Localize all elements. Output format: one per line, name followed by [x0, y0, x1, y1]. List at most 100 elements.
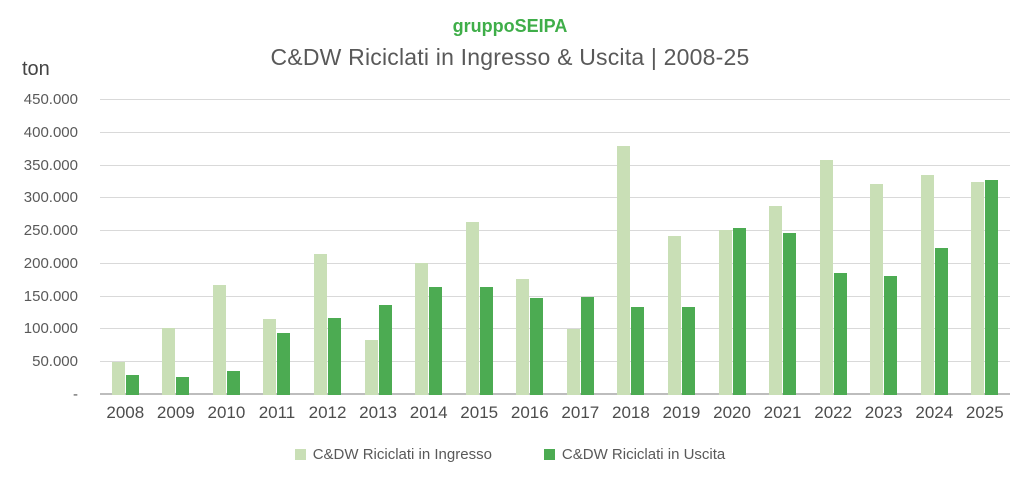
bar-group-2021	[757, 100, 808, 395]
brand-title: gruppoSEIPA	[452, 16, 568, 36]
bar-group-2019	[656, 100, 707, 395]
gridline	[100, 361, 1010, 363]
bar	[176, 376, 190, 395]
bar-group-2020	[707, 100, 758, 395]
bar-group-2016	[505, 100, 556, 395]
bar	[631, 306, 645, 395]
gridline	[100, 393, 1010, 395]
y-tick-label: 200.000	[23, 254, 78, 272]
x-tick-label: 2016	[510, 403, 549, 422]
bar-group-2025	[960, 100, 1011, 395]
bar	[617, 145, 631, 395]
y-tick-label: 50.000	[32, 353, 78, 371]
gridline	[100, 197, 1010, 199]
bar-group-2017	[555, 100, 606, 395]
bar-group-2014	[403, 100, 454, 395]
x-tick-label: 2021	[763, 403, 802, 422]
x-tick-label: 2015	[460, 403, 499, 422]
bar	[732, 227, 746, 395]
bar	[314, 254, 328, 395]
y-tick-label: 400.000	[23, 123, 78, 141]
x-tick-label: 2010	[207, 403, 246, 422]
bar	[884, 275, 898, 395]
gridline	[100, 328, 1010, 330]
x-tick-label: 2025	[965, 403, 1004, 422]
legend-swatch	[543, 449, 555, 460]
bar	[934, 247, 948, 395]
gridline	[100, 230, 1010, 232]
gridline	[100, 295, 1010, 297]
x-tick-label: 2014	[409, 403, 448, 422]
legend-swatch	[294, 449, 306, 460]
bar	[415, 262, 429, 395]
legend-label: C&DW Riciclati in Ingresso	[312, 446, 492, 463]
x-tick-label: 2023	[864, 403, 903, 422]
bar	[718, 230, 732, 395]
bar	[429, 286, 443, 395]
y-tick-label: 350.000	[23, 156, 78, 174]
bar	[566, 329, 580, 395]
y-tick-label: 250.000	[23, 222, 78, 240]
y-tick-label: -	[73, 386, 78, 403]
bar	[162, 328, 176, 395]
bar-group-2024	[909, 100, 960, 395]
bar	[516, 278, 530, 395]
bar	[985, 179, 999, 395]
bars-container	[100, 100, 1010, 395]
x-tick-label: 2017	[561, 403, 600, 422]
bar	[111, 362, 125, 395]
x-tick-label: 2013	[359, 403, 397, 422]
x-tick-label: 2024	[915, 403, 954, 422]
bar	[971, 181, 985, 395]
bar	[530, 297, 544, 395]
legend-item: C&DW Riciclati in Ingresso	[294, 446, 492, 463]
bar	[580, 296, 594, 395]
bar-group-2013	[353, 100, 404, 395]
bar	[328, 318, 342, 395]
y-axis-labels: 450.000 400.000 350.000 300.000 250.000 200.0…	[0, 91, 84, 403]
bar	[819, 159, 833, 395]
x-tick-label: 2020	[713, 403, 751, 422]
legend-label: C&DW Riciclati in Uscita	[561, 446, 726, 463]
bar	[769, 206, 783, 395]
x-tick-label: 2008	[106, 403, 145, 422]
y-tick-label: 150.000	[23, 287, 78, 305]
bar	[364, 339, 378, 395]
bar-group-2010	[201, 100, 252, 395]
bar	[783, 233, 797, 395]
bar-group-2009	[151, 100, 202, 395]
bar-group-2008	[100, 100, 151, 395]
bar-group-2012	[302, 100, 353, 395]
x-tick-label: 2012	[308, 403, 347, 422]
gridline	[100, 99, 1010, 100]
y-tick-label: 450.000	[23, 91, 78, 108]
legend-item: C&DW Riciclati in Uscita	[543, 446, 726, 463]
y-tick-label: 300.000	[23, 189, 78, 207]
bar-group-2022	[808, 100, 859, 395]
gridline	[100, 131, 1010, 133]
bar	[479, 286, 493, 395]
gridline	[100, 262, 1010, 264]
y-tick-label: 100.000	[23, 320, 78, 338]
x-tick-label: 2018	[611, 403, 650, 422]
x-tick-label: 2011	[258, 403, 296, 422]
bar	[125, 375, 139, 395]
gridline	[100, 164, 1010, 166]
bar	[681, 307, 695, 395]
bar	[378, 304, 392, 395]
chart-title: C&DW Riciclati in Ingresso & Uscita | 20…	[270, 44, 750, 70]
bar	[833, 273, 847, 395]
bar-group-2015	[454, 100, 505, 395]
x-tick-label: 2009	[156, 403, 195, 422]
bar	[263, 318, 277, 395]
bar	[277, 332, 291, 395]
bar-group-2018	[606, 100, 657, 395]
x-tick-label: 2019	[662, 403, 701, 422]
bar-group-2023	[858, 100, 909, 395]
bar	[212, 284, 226, 395]
bar-group-2011	[252, 100, 303, 395]
bar	[870, 183, 884, 395]
x-axis-labels: 2008 2009 2010 2011 2012 2013 2014 2015 2016 2017…	[100, 403, 1010, 423]
bar	[226, 370, 240, 395]
